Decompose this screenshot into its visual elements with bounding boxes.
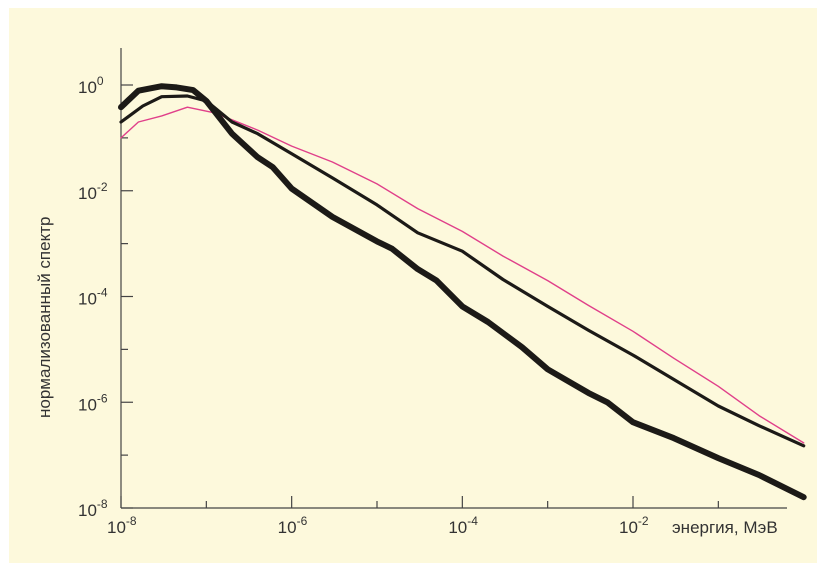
- y-tick-label: 100: [78, 74, 104, 97]
- x-tick-label: 10-8: [107, 514, 137, 537]
- series-layer: [118, 83, 807, 501]
- y-axis-label: нормализованный спектр: [35, 217, 54, 418]
- x-tick-label: 10-2: [619, 514, 649, 537]
- series-line-3: [118, 83, 807, 501]
- chart-background: [9, 8, 817, 563]
- y-tick-label: 10-2: [78, 180, 108, 203]
- y-tick-label: 10-4: [78, 286, 108, 309]
- series-line-1: [120, 106, 805, 444]
- x-tick-label: 10-4: [448, 514, 478, 537]
- y-tick-label: 10-6: [78, 391, 108, 414]
- x-axis-label: энергия, МэВ: [672, 518, 778, 537]
- series-line-2: [119, 94, 806, 448]
- x-tick-label: 10-6: [278, 514, 308, 537]
- axes: [120, 48, 787, 509]
- y-tick-label: 10-8: [78, 497, 108, 520]
- tick-labels: 10-8 10-6 10-4 10-2 100 10-2 10-4 10-6 10-8: [78, 74, 649, 537]
